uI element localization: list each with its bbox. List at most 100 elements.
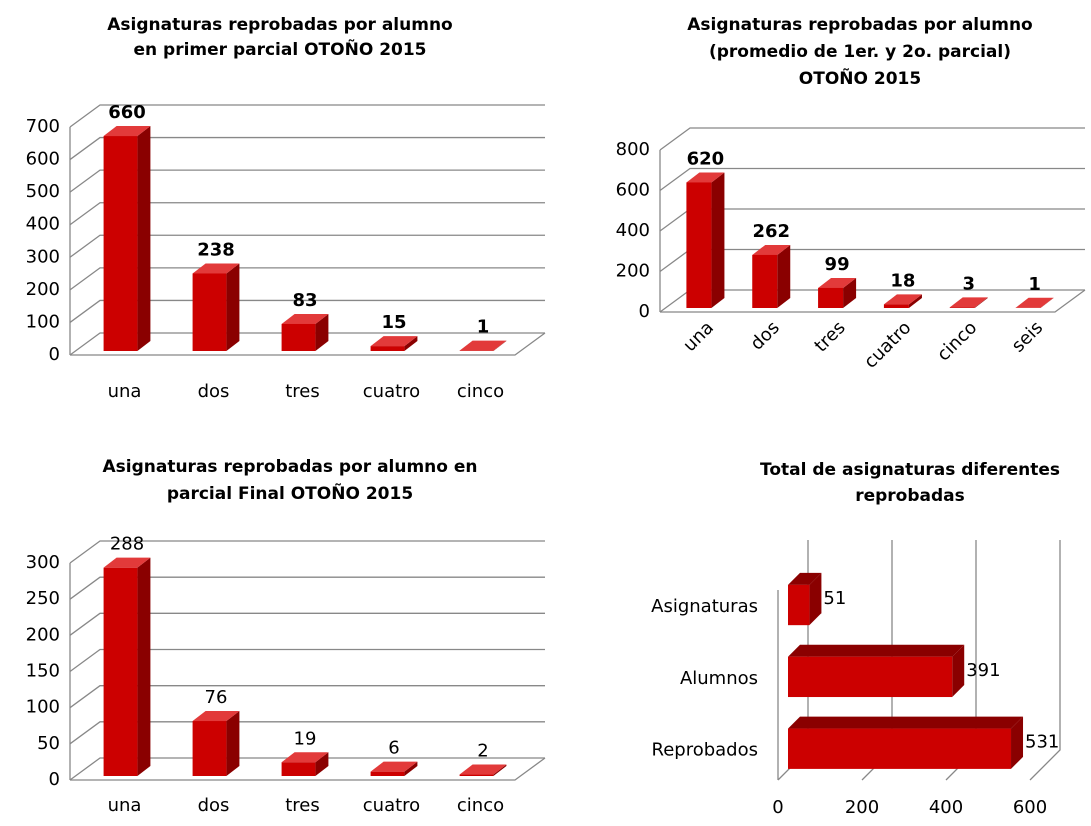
bar-side (809, 572, 822, 626)
y-tick-label: 800 (616, 139, 650, 160)
floor (70, 757, 546, 781)
bar-side (315, 752, 329, 776)
x-tick-label: una (108, 795, 142, 816)
bar-top (370, 336, 418, 347)
bar-side (843, 277, 857, 308)
y-tick-label: 200 (26, 279, 60, 300)
bar-side (226, 711, 240, 776)
x-tick-label: seis (1008, 317, 1047, 356)
chart-title: OTOÑO 2015 (799, 66, 921, 89)
y-tick-label: 0 (49, 769, 60, 790)
y-tick-label: Reprobados (652, 740, 759, 761)
grid-line (69, 169, 545, 193)
bar-top (818, 277, 857, 288)
chart-title: Asignaturas reprobadas por alumno en (102, 457, 477, 477)
bar (459, 774, 494, 776)
bar-top (949, 297, 988, 308)
y-tick-label: 400 (616, 220, 650, 241)
chart-title: (promedio de 1er. y 2o. parcial) (709, 42, 1011, 62)
x-tick-label: tres (810, 317, 849, 356)
data-label: 238 (197, 239, 235, 260)
y-tick-label: 150 (26, 661, 60, 682)
bar-side (711, 172, 725, 308)
bar-top (788, 644, 965, 657)
grid-line (69, 685, 545, 709)
data-label: 660 (108, 102, 146, 123)
chart-title: parcial Final OTOÑO 2015 (167, 481, 413, 504)
data-label: 99 (825, 254, 850, 275)
x-tick-label: tres (285, 795, 320, 816)
grid-line (69, 612, 545, 636)
x-tick-label: una (679, 317, 718, 356)
bar-side (777, 244, 791, 308)
chart-title: Asignaturas reprobadas por alumno (687, 15, 1032, 35)
bar (192, 721, 227, 776)
bar-top (370, 761, 418, 772)
data-label: 83 (292, 290, 317, 311)
data-label: 1 (1028, 274, 1041, 295)
x-tick-label: 400 (929, 797, 963, 818)
data-label: 531 (1025, 732, 1059, 753)
x-tick-label: 600 (1013, 797, 1047, 818)
data-label: 1 (477, 317, 490, 338)
bar-side (1011, 716, 1024, 769)
bar-side (493, 764, 507, 776)
data-label: 51 (823, 588, 846, 609)
grid-line (69, 332, 545, 356)
bar (752, 254, 778, 308)
grid-line (1029, 540, 1061, 781)
bar (883, 304, 909, 308)
data-label: 76 (205, 687, 228, 708)
grid-line (69, 136, 545, 161)
data-label: 391 (966, 660, 1000, 681)
bar-side (974, 297, 988, 308)
y-tick-label: 700 (26, 116, 60, 137)
bar-top (192, 263, 240, 274)
x-tick-label: 0 (772, 797, 783, 818)
y-tick-label: 300 (26, 246, 60, 267)
grid-line (69, 299, 545, 323)
data-label: 262 (752, 221, 790, 242)
bar (370, 346, 405, 351)
data-label: 6 (388, 738, 399, 759)
bar (281, 762, 316, 776)
y-tick-label: 0 (49, 344, 60, 365)
y-tick-label: 100 (26, 311, 60, 332)
bar-top (281, 313, 329, 324)
bar-side (226, 263, 240, 351)
bar (788, 728, 1012, 769)
data-label: 3 (962, 273, 975, 294)
chart-title: reprobadas (855, 486, 965, 506)
bar (103, 136, 138, 351)
y-tick-label: 600 (616, 180, 650, 201)
bar-top (281, 752, 329, 763)
grid-line (69, 648, 545, 673)
y-tick-label: 400 (26, 214, 60, 235)
x-tick-label: cinco (457, 381, 504, 402)
y-tick-label: 250 (26, 588, 60, 609)
bar-side (315, 313, 329, 351)
grid-line (69, 576, 545, 600)
bar (788, 656, 953, 698)
bar-top (788, 716, 1024, 729)
grid-line (69, 267, 545, 291)
x-tick-label: cuatro (860, 317, 915, 372)
chart-title: en primer parcial OTOÑO 2015 (133, 37, 426, 60)
chart-title: Asignaturas reprobadas por alumno (107, 15, 452, 35)
bar-side (137, 126, 151, 352)
bar (281, 323, 316, 351)
bar-top (788, 572, 822, 585)
bar-top (459, 340, 507, 351)
bar-side (1040, 297, 1054, 308)
data-label: 288 (110, 534, 144, 555)
y-tick-label: 500 (26, 181, 60, 202)
grid-line (69, 721, 545, 745)
x-tick-label: una (108, 381, 142, 402)
bar-top (1015, 297, 1054, 308)
grid-line (69, 234, 545, 258)
x-tick-label: dos (746, 317, 783, 354)
bar (949, 307, 975, 308)
grid-line (69, 104, 545, 128)
chart-title: Total de asignaturas diferentes (760, 460, 1060, 480)
